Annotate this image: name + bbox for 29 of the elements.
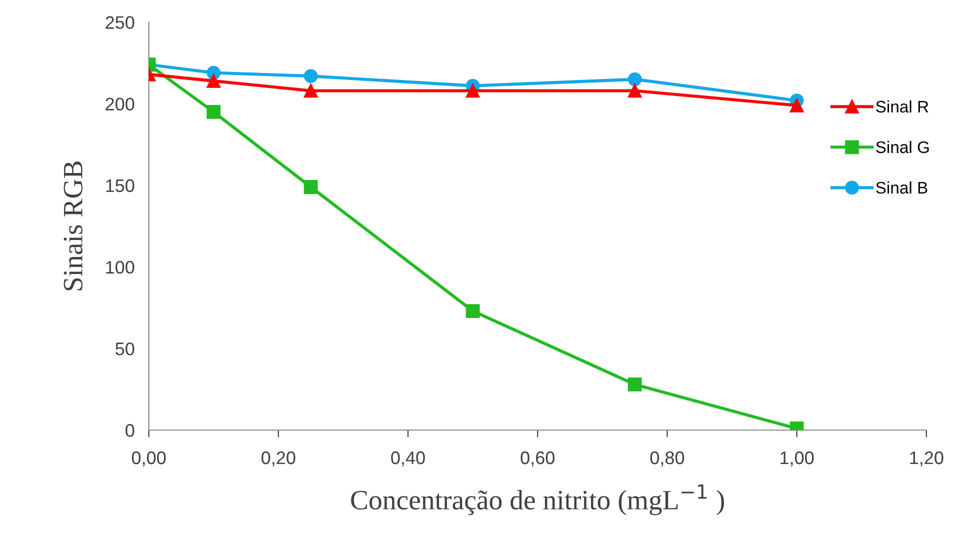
point xyxy=(628,72,642,86)
point xyxy=(206,105,221,119)
legend-label: Sinal G xyxy=(876,140,929,154)
x-tick-label: 0,60 xyxy=(520,451,554,466)
x-tick-label: 0,40 xyxy=(391,451,425,466)
y-tick-label: 50 xyxy=(116,342,134,356)
point xyxy=(466,84,480,98)
x-tick-label: 0,80 xyxy=(650,451,684,466)
point xyxy=(628,84,642,98)
x-tick-label: 1,00 xyxy=(780,451,814,466)
legend-label: Sinal R xyxy=(876,100,928,113)
legend-label: Sinal B xyxy=(876,181,928,194)
point xyxy=(304,180,318,194)
y-tick-label: 0 xyxy=(126,424,134,437)
x-axis-title: Concentração de nitrito (mgL$^{−1}$ ) xyxy=(351,484,724,516)
point xyxy=(304,84,318,98)
y-axis-title: Sinais RGB xyxy=(64,162,82,290)
y-tick-label: 150 xyxy=(106,179,134,192)
point xyxy=(628,377,642,392)
x-tick-label: 0,20 xyxy=(262,451,296,466)
x-tick-label: 1,20 xyxy=(910,451,944,466)
point xyxy=(466,304,480,318)
point xyxy=(790,98,804,112)
point xyxy=(304,69,318,83)
y-tick-label: 250 xyxy=(106,16,134,29)
x-tick-label: 0,00 xyxy=(132,451,166,466)
y-tick-label: 100 xyxy=(106,260,134,274)
y-tick-label: 200 xyxy=(106,98,134,111)
point xyxy=(206,74,221,88)
